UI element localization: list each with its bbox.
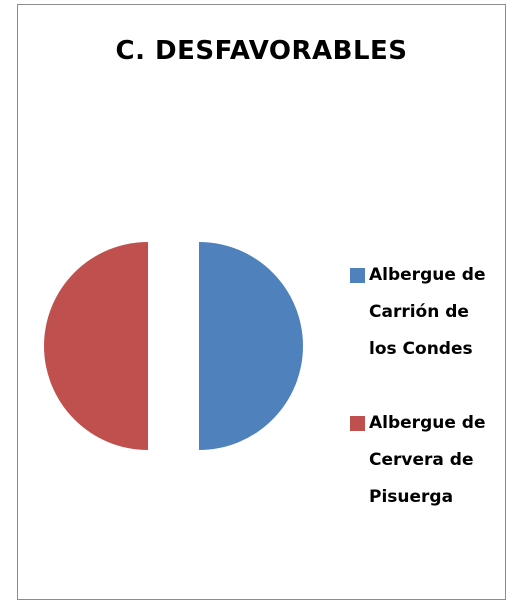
pie-slice — [44, 242, 148, 450]
legend-item: Albergue de Cervera de Pisuerga — [350, 405, 500, 516]
legend-swatch — [350, 416, 365, 431]
legend-label: Albergue de Carrión de los Condes — [369, 265, 486, 359]
legend-item: Albergue de Carrión de los Condes — [350, 257, 500, 368]
legend-label: Albergue de Cervera de Pisuerga — [369, 413, 486, 507]
chart-title: C. DESFAVORABLES — [115, 36, 408, 66]
pie-slice — [199, 242, 303, 450]
chart-frame — [17, 4, 506, 600]
legend-swatch — [350, 268, 365, 283]
